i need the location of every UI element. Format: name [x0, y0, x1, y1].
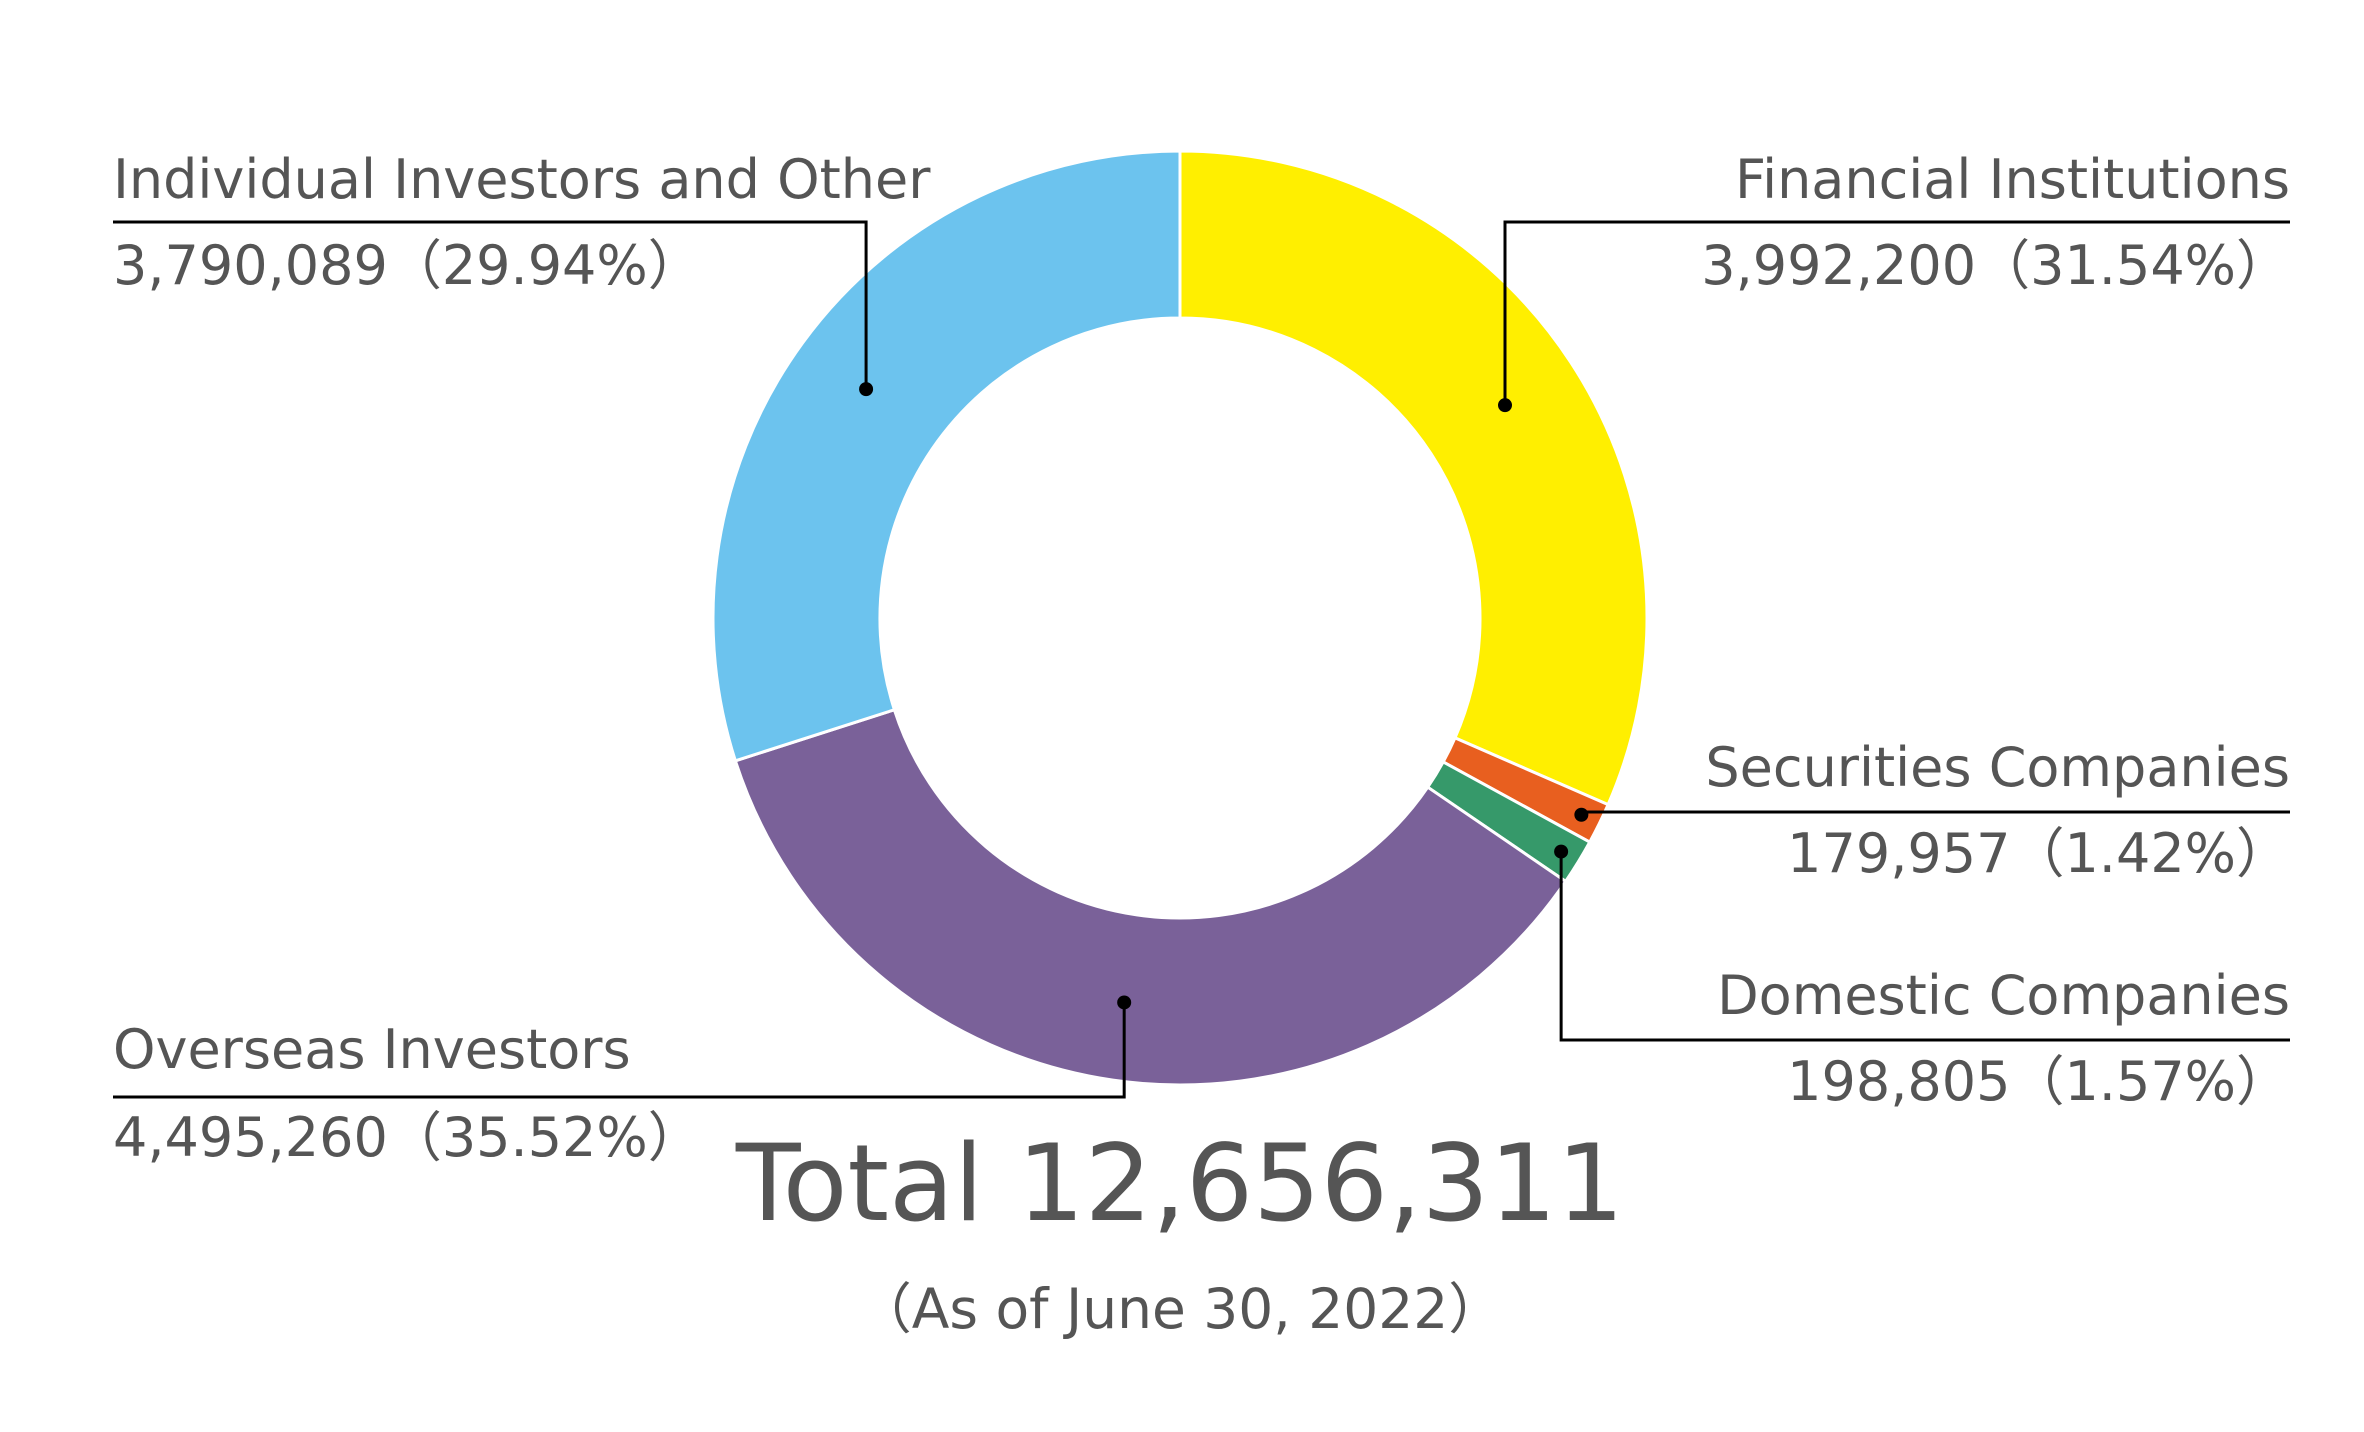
- leader-dot: [1554, 844, 1569, 859]
- as-of-date-note: （As of June 30, 2022）: [857, 1277, 1503, 1341]
- slice-label-name: Domestic Companies: [1717, 964, 2290, 1027]
- slice-individual-investors-and-other: [711, 149, 1182, 763]
- leader-line-individual-investors-and-other: [113, 220, 874, 397]
- slice-label-name: Financial Institutions: [1735, 148, 2290, 211]
- slices-layer: [711, 149, 1649, 1087]
- leader-dot: [1498, 398, 1512, 413]
- slice-label-value: 179,957（1.42%）: [1787, 822, 2290, 885]
- leader-lines-layer: [113, 220, 2290, 1099]
- leader-dot: [859, 382, 874, 397]
- slice-label-value: 3,992,200（31.54%）: [1701, 234, 2290, 297]
- leader-dot: [1117, 995, 1132, 1010]
- slice-label-name: Securities Companies: [1705, 736, 2290, 799]
- leader-dot: [1574, 807, 1589, 822]
- slice-overseas-investors: [733, 707, 1568, 1087]
- slice-label-value: 4,495,260（35.52%）: [113, 1106, 702, 1169]
- leader-line-overseas-investors: [113, 995, 1132, 1099]
- slice-financial-institutions: [1178, 149, 1649, 807]
- total-label: Total 12,656,311: [735, 1122, 1624, 1245]
- slice-label-value: 3,790,089（29.94%）: [113, 234, 702, 297]
- leader-line-domestic-companies: [1554, 844, 2290, 1042]
- leader-line-financial-institutions: [1498, 220, 2290, 413]
- labels-layer: Financial Institutions 3,992,200（31.54%） S…: [113, 148, 2290, 1169]
- leader-line-securities-companies: [1574, 807, 2290, 822]
- slice-label-name: Individual Investors and Other: [113, 148, 931, 211]
- slice-label-value: 198,805（1.57%）: [1787, 1050, 2290, 1113]
- slice-label-name: Overseas Investors: [113, 1018, 631, 1081]
